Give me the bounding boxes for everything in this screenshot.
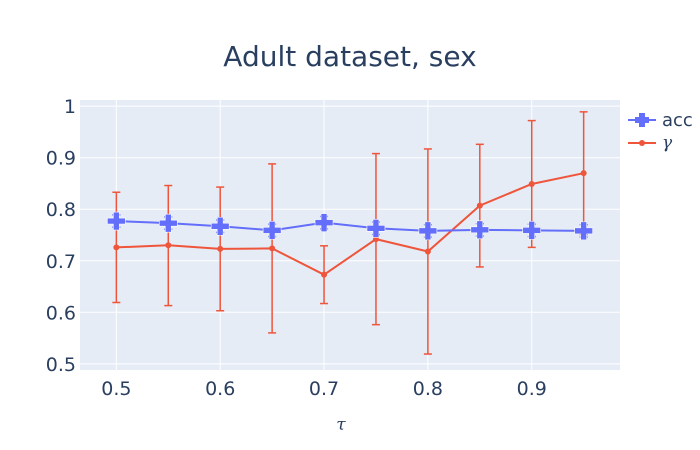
legend[interactable]: acc γ [628, 110, 693, 153]
acc-line [116, 220, 584, 232]
plot-area [80, 100, 620, 370]
legend-item-acc[interactable]: acc [628, 110, 693, 131]
legend-item-gamma[interactable]: γ [628, 133, 673, 153]
gamma-point [528, 180, 535, 187]
gamma-point [165, 242, 172, 249]
gamma-point [321, 271, 328, 278]
acc-point [470, 220, 490, 240]
legend-gamma-label: γ [662, 133, 673, 153]
y-tick-label: 0.9 [46, 148, 76, 170]
y-tick-label: 0.5 [46, 354, 76, 376]
legend-acc-label: acc [662, 110, 693, 131]
y-tick-label: 1 [64, 96, 76, 118]
x-tick-label: 0.9 [517, 378, 547, 400]
x-tick-label: 0.5 [101, 378, 131, 400]
y-tick-label: 0.7 [46, 251, 76, 273]
acc-point [210, 216, 230, 236]
x-axis-ticks: 0.5 0.6 0.7 0.8 0.9 [101, 378, 547, 400]
y-tick-label: 0.6 [46, 302, 76, 324]
series-gamma [112, 111, 588, 355]
gamma-point [424, 248, 431, 255]
x-tick-label: 0.6 [205, 378, 235, 400]
gamma-point [476, 202, 483, 209]
x-tick-label: 0.7 [309, 378, 339, 400]
acc-point [522, 221, 542, 240]
gamma-line [116, 172, 584, 276]
gamma-point [580, 170, 587, 177]
chart-title: Adult dataset, sex [223, 40, 476, 73]
acc-point [366, 219, 386, 238]
gamma-point [372, 236, 379, 243]
gamma-point [269, 245, 276, 252]
acc-point [107, 211, 126, 231]
y-tick-label: 0.8 [46, 199, 76, 221]
acc-point [158, 213, 178, 233]
gamma-point [113, 244, 120, 251]
gamma-point [217, 245, 224, 252]
acc-point [262, 221, 282, 240]
acc-point [574, 221, 593, 241]
x-tick-label: 0.8 [413, 378, 443, 400]
acc-point [314, 213, 334, 232]
y-axis-ticks: 0.5 0.6 0.7 0.8 0.9 1 [46, 96, 76, 376]
legend-gamma-marker [639, 140, 645, 146]
legend-acc-marker [635, 113, 649, 127]
acc-point [418, 221, 438, 241]
series-acc [107, 211, 593, 241]
x-axis-label: τ [336, 415, 346, 435]
